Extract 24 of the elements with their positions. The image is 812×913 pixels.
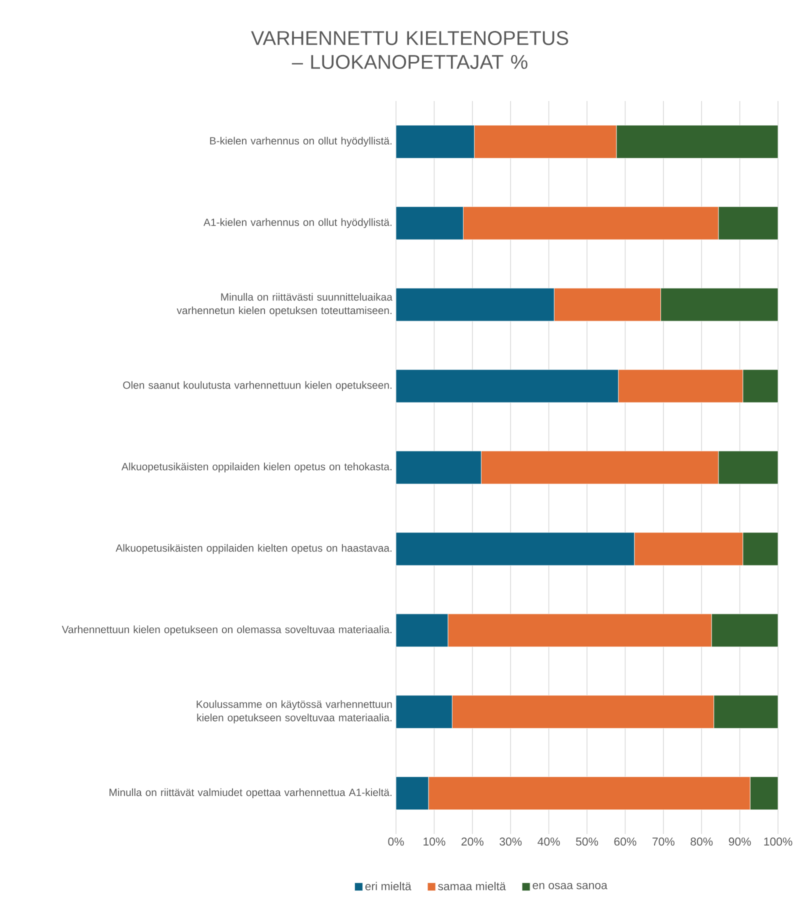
y-tick-label: Minulla on riittävät valmiudet opettaa varhennettua A1-kieltä. bbox=[110, 788, 392, 798]
x-tick-label: 60% bbox=[614, 838, 636, 846]
x-tick-label: 100% bbox=[764, 838, 792, 846]
y-tick-label: Alkuopetusikäisten oppilaiden kielen opetus on tehokasta. bbox=[121, 462, 392, 472]
legend-label: en osaa sanoa bbox=[532, 882, 608, 890]
x-tick-label: 40% bbox=[538, 838, 560, 846]
x-tick-label: 70% bbox=[652, 838, 674, 846]
y-tick-label: B-kielen varhennus on ollut hyödyllistä. bbox=[210, 136, 392, 147]
x-tick-label: 90% bbox=[728, 838, 751, 846]
y-tick-label: Varhennettuun kielen opetukseen on olemassa soveltuvaa materiaalia. bbox=[62, 626, 392, 636]
y-tick-label: Olen saanut koulutusta varhennettuun kielen opetukseen. bbox=[123, 381, 392, 391]
legend-label: samaa mieltä bbox=[438, 882, 506, 890]
y-tick-label: A1-kielen varhennus on ollut hyödyllistä. bbox=[204, 218, 392, 228]
x-tick-label: 20% bbox=[462, 838, 484, 846]
x-tick-label: 50% bbox=[576, 838, 598, 846]
legend-label: eri mieltä bbox=[365, 882, 412, 890]
x-tick-label: 0% bbox=[388, 838, 404, 846]
x-tick-label: 10% bbox=[424, 838, 446, 846]
x-tick-label: 80% bbox=[690, 838, 713, 846]
chart-title: VARHENNETTU KIELTENOPETUS – LUOKANOPETTAJAT % bbox=[251, 30, 568, 69]
y-tick-label: Minulla on riittävästi suunnitteluaikaa varhennetun kielen opetuksen toteuttamiseen. bbox=[176, 293, 392, 316]
y-tick-label: Alkuopetusikäisten oppilaiden kielten opetus on haastavaa. bbox=[116, 544, 392, 554]
x-tick-label: 30% bbox=[500, 838, 522, 846]
y-tick-label: Koulussamme on käytössä varhennettuun kielen opetukseen soveltuvaa materiaalia. bbox=[196, 700, 392, 724]
